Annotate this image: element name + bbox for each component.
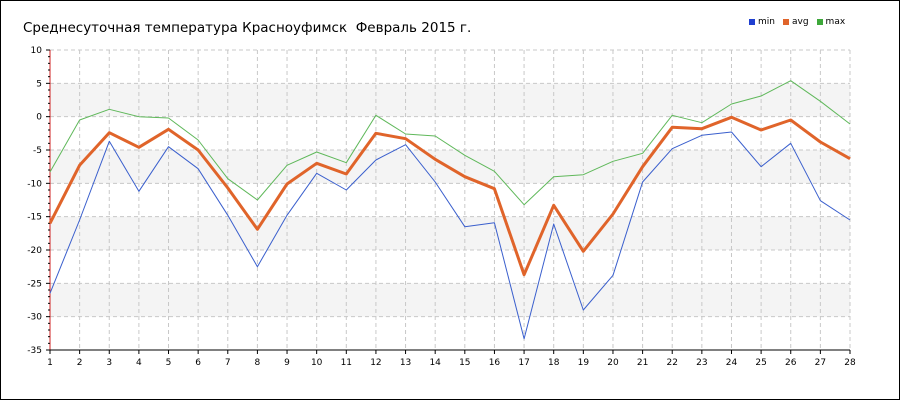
grid-band <box>50 283 850 317</box>
x-tick-label: 15 <box>459 358 470 368</box>
chart-title: Среднесуточная температура Красноуфимск … <box>23 20 472 36</box>
y-tick-label: 0 <box>36 113 42 123</box>
x-tick-label: 13 <box>400 358 411 368</box>
y-tick-label: -30 <box>27 313 42 323</box>
y-tick-label: -10 <box>27 179 42 189</box>
legend-item-min: min <box>749 17 775 27</box>
x-tick-label: 27 <box>815 358 826 368</box>
grid-band <box>50 216 850 250</box>
x-tick-label: 28 <box>844 358 856 368</box>
legend-label-min: min <box>758 17 775 27</box>
x-tick-label: 16 <box>489 358 501 368</box>
x-tick-label: 10 <box>311 358 323 368</box>
legend-item-avg: avg <box>782 17 809 27</box>
y-tick-label: 5 <box>36 79 42 89</box>
x-tick-label: 21 <box>637 358 648 368</box>
x-tick-label: 7 <box>225 358 231 368</box>
x-tick-label: 11 <box>341 358 352 368</box>
legend: min avg max <box>749 17 845 27</box>
x-tick-label: 25 <box>755 358 766 368</box>
legend-swatch-max <box>816 19 823 25</box>
legend-swatch-min <box>749 19 755 25</box>
x-tick-label: 8 <box>255 358 261 368</box>
y-tick-label: -5 <box>33 146 42 156</box>
x-tick-label: 3 <box>106 358 112 368</box>
y-tick-label: 10 <box>31 46 43 56</box>
legend-label-max: max <box>825 17 846 27</box>
x-tick-label: 17 <box>518 358 529 368</box>
x-tick-label: 2 <box>77 358 83 368</box>
legend-swatch-avg <box>782 19 789 25</box>
grid-band <box>50 83 850 117</box>
legend-item-max: max <box>816 17 846 27</box>
x-tick-label: 26 <box>785 358 797 368</box>
x-tick-label: 6 <box>195 358 201 368</box>
x-tick-label: 23 <box>696 358 707 368</box>
y-tick-label: -35 <box>27 346 42 356</box>
x-tick-label: 12 <box>370 358 381 368</box>
y-tick-label: -20 <box>27 246 42 256</box>
x-tick-label: 18 <box>548 358 560 368</box>
series-line-avg <box>48 115 851 277</box>
series-line-max <box>49 80 851 206</box>
x-tick-label: 19 <box>578 358 590 368</box>
x-tick-label: 20 <box>607 358 619 368</box>
series-line-min <box>49 131 851 340</box>
legend-label-avg: avg <box>791 17 809 27</box>
x-tick-label: 22 <box>666 358 677 368</box>
x-tick-label: 14 <box>429 358 441 368</box>
x-tick-label: 24 <box>726 358 738 368</box>
x-tick-label: 5 <box>166 358 172 368</box>
x-tick-label: 1 <box>47 358 53 368</box>
x-tick-label: 9 <box>284 358 290 368</box>
x-tick-label: 4 <box>136 358 142 368</box>
y-tick-label: -15 <box>27 213 42 223</box>
y-tick-label: -25 <box>27 279 42 289</box>
